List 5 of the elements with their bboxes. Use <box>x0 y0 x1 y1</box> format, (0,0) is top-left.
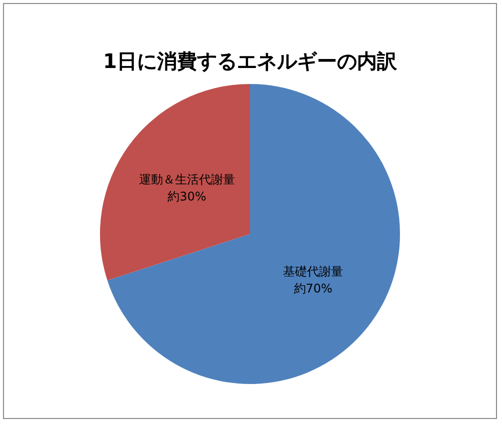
chart-title: 1日に消費するエネルギーの内訳 <box>103 49 398 73</box>
slice-label: 運動＆生活代謝量 <box>138 172 235 187</box>
slice-label: 基礎代謝量 <box>283 264 344 278</box>
data-label: 約70% <box>294 281 332 296</box>
data-label: 約30% <box>168 190 206 204</box>
